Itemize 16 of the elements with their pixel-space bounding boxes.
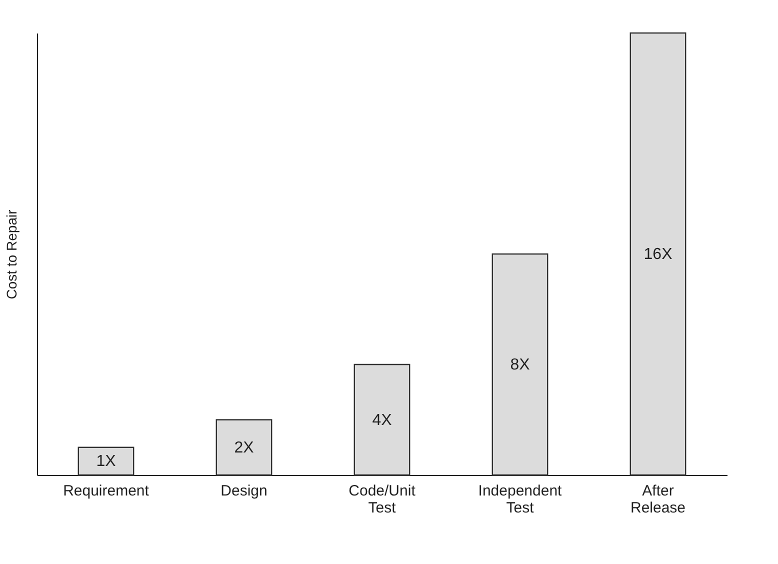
data-label: 16X [644, 246, 673, 263]
bar [630, 32, 686, 476]
bar [216, 419, 272, 476]
data-label: 4X [372, 412, 392, 429]
x-tick-label: Design [220, 482, 268, 500]
y-axis-title: Cost to Repair [4, 209, 20, 300]
x-tick-label: After Release [630, 482, 686, 516]
data-label: 1X [96, 453, 116, 470]
x-tick-label: Code/Unit Test [348, 482, 416, 516]
data-label: 2X [234, 439, 254, 456]
x-tick-label: Requirement [63, 482, 150, 500]
bar [492, 253, 548, 476]
data-label: 8X [510, 356, 530, 374]
x-tick-label: Independent Test [478, 482, 563, 516]
bar [354, 364, 410, 476]
bar [78, 446, 134, 476]
